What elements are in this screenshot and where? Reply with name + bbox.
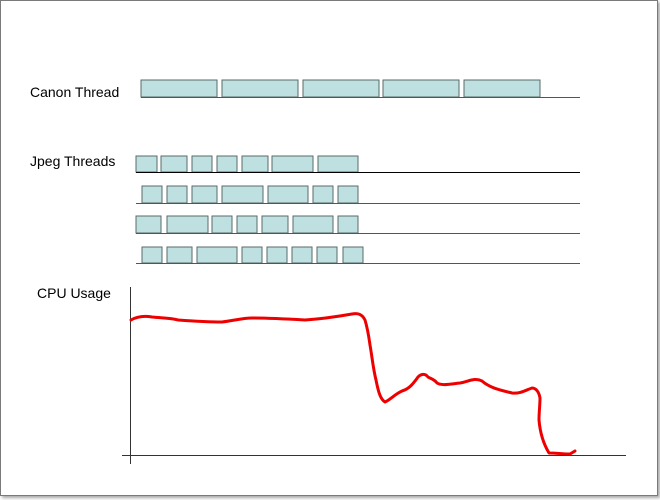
jpeg-block [135,215,162,234]
jpeg-block [236,215,258,234]
jpeg-block [241,155,269,173]
jpeg-block [271,155,314,173]
jpeg-block [216,155,238,173]
jpeg-block [342,246,364,264]
jpeg-block [221,185,264,204]
canon-block [302,79,380,98]
jpeg-block [135,155,158,173]
jpeg-block [191,185,218,204]
jpeg-block [160,155,188,173]
jpeg-block [141,246,163,264]
canon-block [463,79,541,98]
jpeg-threads-label: Jpeg Threads [30,153,115,169]
jpeg-block [267,185,309,204]
jpeg-block [316,246,338,264]
cpu-usage-line [129,312,577,456]
canon-thread-row [140,79,580,98]
jpeg-block [292,215,334,234]
jpeg-block [211,215,233,234]
jpeg-block [312,185,334,204]
jpeg-block [196,246,238,264]
jpeg-block [141,185,163,204]
canon-thread-label: Canon Thread [30,84,119,100]
jpeg-block [166,215,209,234]
jpeg-block [241,246,263,264]
canon-block [140,79,218,98]
jpeg-block [261,215,289,234]
jpeg-block [266,246,288,264]
cpu-usage-plot [122,287,626,464]
jpeg-block [337,185,359,204]
cpu-usage-label: CPU Usage [37,285,111,301]
jpeg-thread-row-3 [135,215,580,234]
canon-block [221,79,299,98]
jpeg-block [291,246,313,264]
jpeg-block [317,155,359,173]
canon-block [382,79,460,98]
jpeg-block [166,246,193,264]
jpeg-block [166,185,188,204]
jpeg-block [337,215,359,234]
jpeg-block [191,155,213,173]
jpeg-thread-row-4 [136,246,580,264]
jpeg-thread-row-1 [135,155,580,173]
jpeg-thread-row-2 [136,185,580,204]
